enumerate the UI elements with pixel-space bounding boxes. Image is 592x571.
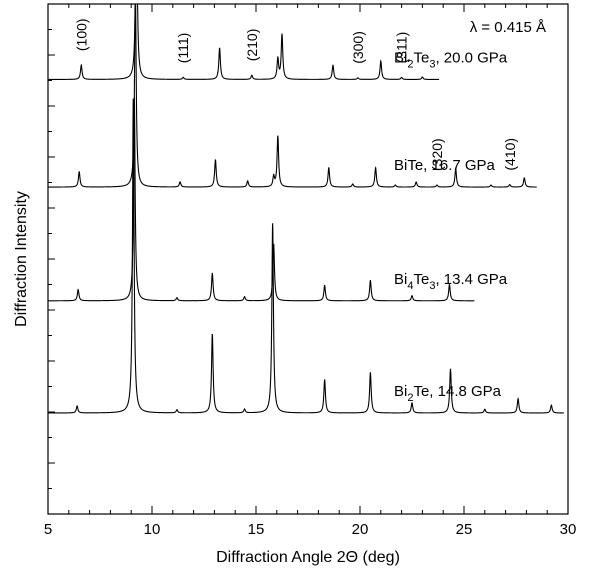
series-line-1 <box>48 3 537 188</box>
series-label-0: Bi2Te3, 20.0 GPa <box>394 49 508 70</box>
hkl-labels: (100) (111) (210) (300) (311) (320) (410) <box>73 18 518 171</box>
series-line-0 <box>48 3 440 81</box>
hkl-label-0-4: (311) <box>394 32 410 64</box>
diffraction-curves <box>48 3 564 414</box>
series-label-3: Bi2Te, 14.8 GPa <box>394 383 502 404</box>
hkl-label-0-2: (210) <box>244 29 260 62</box>
series-line-2 <box>48 97 475 302</box>
x-tick-label: 10 <box>144 521 161 538</box>
x-tick-label: 25 <box>456 521 473 538</box>
plot-frame <box>47 3 569 515</box>
series-labels: Bi2Te3, 20.0 GPa BiTe, 16.7 GPa Bi4Te3, 13… <box>394 49 508 404</box>
x-axis-label: Diffraction Angle 2Θ (deg) <box>216 549 400 566</box>
x-tick-label: 30 <box>560 521 577 538</box>
y-axis-label: Diffraction Intensity <box>13 191 30 327</box>
hkl-label-0-1: (111) <box>175 33 191 64</box>
series-line-3 <box>48 98 564 414</box>
series-label-2: Bi4Te3, 13.4 GPa <box>394 271 508 292</box>
hkl-label-1-0: (320) <box>429 138 445 171</box>
x-tick-label: 5 <box>44 521 52 538</box>
wavelength-annotation: λ = 0.415 Å <box>470 19 546 36</box>
series-label-1: BiTe, 16.7 GPa <box>394 157 496 174</box>
x-tick-labels: 5 10 15 20 25 30 <box>44 521 577 538</box>
axis-ticks <box>47 4 569 514</box>
hkl-label-0-3: (300) <box>350 31 366 64</box>
hkl-label-0-0: (100) <box>73 18 89 51</box>
x-tick-label: 20 <box>352 521 369 538</box>
x-tick-label: 15 <box>248 521 265 538</box>
hkl-label-1-1: (410) <box>502 138 518 171</box>
